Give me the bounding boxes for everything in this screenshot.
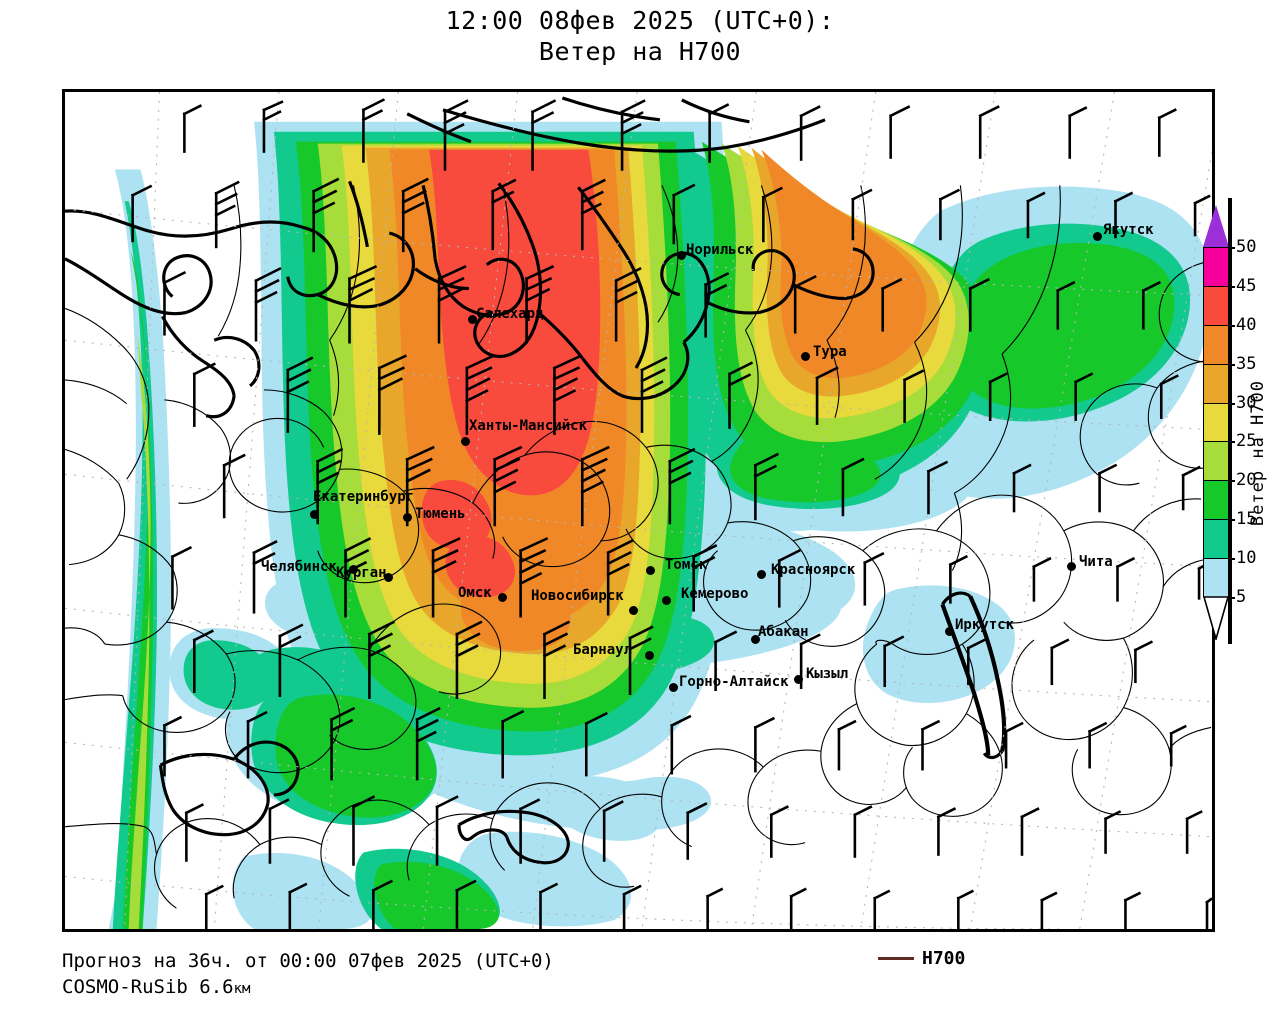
model-name: COSMO-RuSib 6.6: [62, 976, 234, 998]
colorbar-segment-25_30: [1204, 403, 1228, 443]
colorbar-tickmark-45: [1228, 285, 1235, 288]
city-dot: [1093, 232, 1102, 241]
wind-barbs: [130, 98, 1212, 929]
colorbar-tickmark-40: [1228, 324, 1235, 327]
coastline-layer: [65, 96, 1007, 865]
colorbar-tick-40: 40: [1236, 314, 1257, 335]
city-name: Якутск: [1103, 222, 1154, 238]
h700-line-swatch: [878, 957, 914, 960]
model-info: COSMO-RuSib 6.6км: [62, 974, 1222, 1002]
city-dot: [646, 566, 655, 575]
colorbar-tick-45: 45: [1236, 275, 1257, 296]
city-name: Курган: [336, 565, 387, 581]
colorbar-arrow-above-max: [1203, 205, 1229, 247]
colorbar-segment-15_20: [1204, 481, 1228, 521]
colorbar-segment-35_40: [1204, 325, 1228, 365]
footer: Прогноз на 36ч. от 00:00 07фев 2025 (UTC…: [62, 948, 1222, 1002]
city-name: Абакан: [758, 624, 809, 640]
colorbar-tickmark-35: [1228, 363, 1235, 366]
city-name: Ханты-Мансийск: [469, 418, 588, 434]
city-name: Норильск: [686, 242, 754, 258]
city-name: Тура: [813, 344, 847, 360]
colorbar-tick-50: 50: [1236, 237, 1257, 257]
colorbar-segment-5_10: [1204, 559, 1228, 598]
city-dot: [384, 573, 393, 582]
colorbar-tick-25: 25: [1236, 431, 1257, 452]
city-name: Красноярск: [771, 562, 856, 578]
colorbar: [1203, 205, 1229, 640]
city-dot: [461, 437, 470, 446]
city-dot: [757, 570, 766, 579]
admin-borders: [65, 185, 1212, 909]
city-dot: [645, 651, 654, 660]
colorbar-tick-15: 15: [1236, 509, 1257, 530]
city-name: Тюмень: [415, 506, 466, 522]
colorbar-tick-20: 20: [1236, 470, 1257, 491]
city-name: Иркутск: [955, 617, 1015, 633]
colorbar-segment-10_15: [1204, 520, 1228, 559]
colorbar-tickmark-15: [1228, 519, 1235, 522]
colorbar-tick-5: 5: [1236, 587, 1247, 607]
colorbar-segment-20_25: [1204, 442, 1228, 482]
title-parameter: Ветер на H700: [538, 37, 742, 66]
city-dot: [794, 675, 803, 684]
title-datetime: 12:00 08фев 2025 (UTC+0):: [445, 6, 835, 35]
city-name: Салехард: [476, 306, 544, 322]
city-name: Томск: [665, 557, 708, 573]
colorbar-tickmark-30: [1228, 402, 1235, 405]
colorbar-tickmark-5: [1228, 597, 1235, 599]
colorbar-segments: [1203, 247, 1229, 598]
colorbar-segment-45_50: [1204, 248, 1228, 287]
city-name: Новосибирск: [531, 588, 624, 604]
city-name: Горно-Алтайск: [679, 674, 789, 690]
graticule: [65, 92, 1212, 929]
colorbar-tick-labels: 5 10 15 20 25 30 35 40 45 50: [1228, 205, 1278, 645]
city-dot: [403, 513, 412, 522]
city-dot: [669, 683, 678, 692]
colorbar-segment-40_45: [1204, 286, 1228, 326]
legend-h700: H700: [878, 948, 965, 969]
city-name: Чита: [1079, 554, 1113, 570]
city-dot: [629, 606, 638, 615]
city-name: Кызыл: [806, 666, 849, 682]
forecast-info: Прогноз на 36ч. от 00:00 07фев 2025 (UTC…: [62, 950, 554, 972]
city-dot: [310, 510, 319, 519]
city-dot: [1067, 562, 1076, 571]
city-dot: [677, 251, 686, 260]
wind-speed-contours: [108, 121, 1212, 929]
map-canvas: [65, 92, 1212, 929]
colorbar-tick-10: 10: [1236, 548, 1257, 569]
city-name: Кемерово: [681, 586, 749, 602]
colorbar-tickmark-20: [1228, 480, 1235, 483]
city-name: Омск: [458, 585, 492, 601]
city-dot: [468, 315, 477, 324]
colorbar-tick-30: 30: [1236, 392, 1257, 413]
colorbar-arrow-below-min: [1203, 596, 1229, 640]
city-dot: [945, 627, 954, 636]
city-name: Челябинск: [261, 559, 337, 575]
colorbar-tick-35: 35: [1236, 353, 1257, 374]
city-name: Екатеринбург: [313, 489, 415, 505]
city-name: Барнаул: [573, 642, 633, 658]
colorbar-tickmark-25: [1228, 441, 1235, 444]
colorbar-tickmark-10: [1228, 558, 1235, 561]
weather-map[interactable]: Екатеринбург Тюмень Челябинск Курган Омск Нов…: [62, 89, 1215, 932]
colorbar-segment-30_35: [1204, 364, 1228, 404]
colorbar-axis-line: [1228, 198, 1232, 644]
city-dot: [662, 596, 671, 605]
chart-title-block: 12:00 08фев 2025 (UTC+0): Ветер на H700: [0, 6, 1280, 68]
colorbar-tickmark-50: [1228, 247, 1235, 249]
model-resolution-unit: км: [233, 981, 251, 997]
h700-legend-label: H700: [922, 948, 966, 969]
city-dot: [349, 565, 358, 574]
city-dot: [801, 352, 810, 361]
city-dot: [751, 635, 760, 644]
city-dot: [498, 593, 507, 602]
colorbar-title: Ветер на H700: [1248, 380, 1268, 527]
